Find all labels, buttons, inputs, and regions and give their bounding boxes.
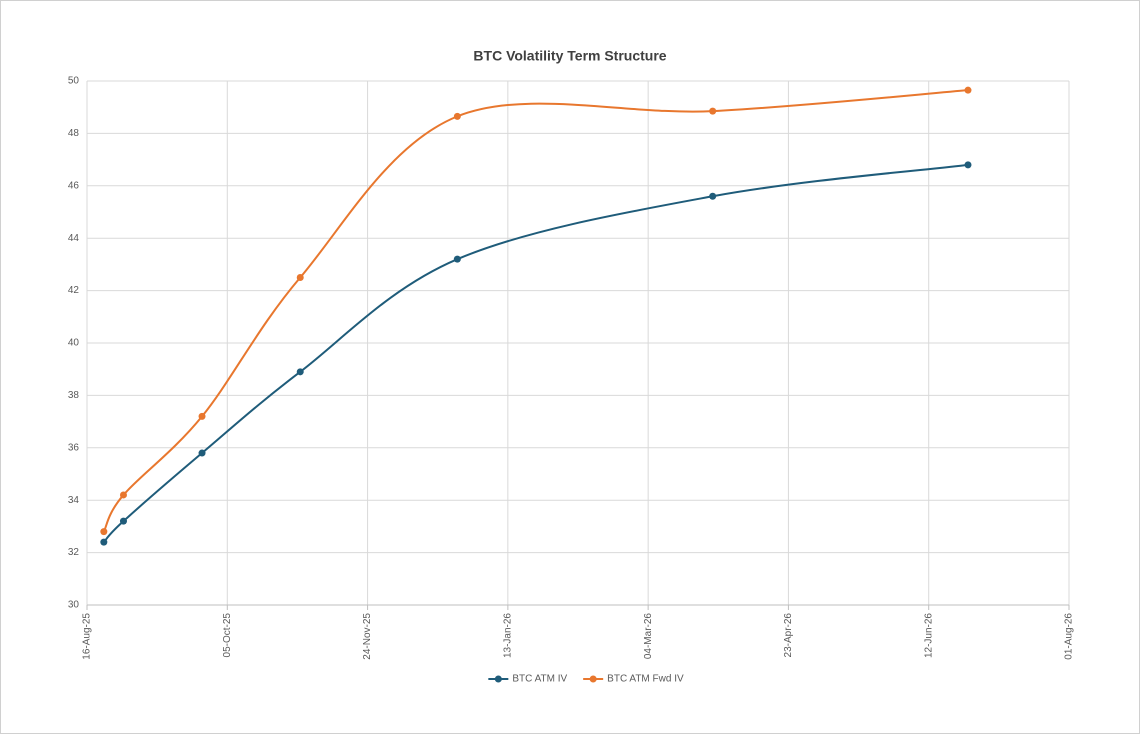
data-point (198, 449, 206, 457)
x-tick-label: 05-Oct-25 (222, 613, 233, 658)
x-tick-label: 13-Jan-26 (502, 613, 513, 658)
legend-item: BTC ATM Fwd IV (583, 674, 684, 685)
y-tick-label: 46 (68, 180, 80, 191)
y-tick-label: 42 (68, 285, 80, 296)
data-point (964, 161, 972, 169)
y-tick-label: 44 (68, 233, 80, 244)
data-point (100, 538, 108, 546)
y-tick-label: 40 (68, 338, 80, 349)
data-point (296, 368, 304, 376)
data-line (102, 89, 969, 533)
y-tick-label: 34 (68, 495, 80, 506)
x-tick-label: 16-Aug-25 (82, 613, 93, 660)
x-tick-label: 04-Mar-26 (643, 613, 654, 660)
x-tick-label: 23-Apr-26 (783, 613, 794, 658)
data-point (198, 412, 206, 420)
data-point (709, 107, 717, 115)
y-tick-label: 48 (68, 128, 80, 139)
legend-label: BTC ATM IV (512, 674, 567, 685)
data-point (296, 274, 304, 281)
y-tick-label: 30 (68, 600, 80, 611)
data-point (709, 192, 717, 200)
data-point (100, 528, 108, 536)
chart-title: BTC Volatility Term Structure (473, 48, 666, 64)
data-point (119, 517, 127, 525)
legend: BTC ATM IV BTC ATM Fwd IV (488, 674, 684, 685)
x-tick-label: 12-Jun-26 (923, 613, 934, 658)
x-tick-label: 01-Aug-26 (1064, 613, 1075, 660)
y-tick-label: 50 (68, 76, 80, 87)
x-tick-label: 24-Nov-25 (362, 613, 373, 660)
y-tick-label: 32 (68, 547, 80, 558)
data-point (453, 255, 461, 263)
data-point (964, 86, 972, 94)
data-line (103, 163, 969, 543)
legend-label: BTC ATM Fwd IV (607, 674, 684, 685)
legend-item: BTC ATM IV (488, 674, 567, 685)
data-point (453, 112, 461, 120)
y-tick-label: 38 (68, 390, 80, 401)
legend-marker (494, 675, 502, 683)
legend-marker (589, 675, 597, 683)
y-tick-label: 36 (68, 442, 80, 453)
data-point (119, 491, 127, 499)
